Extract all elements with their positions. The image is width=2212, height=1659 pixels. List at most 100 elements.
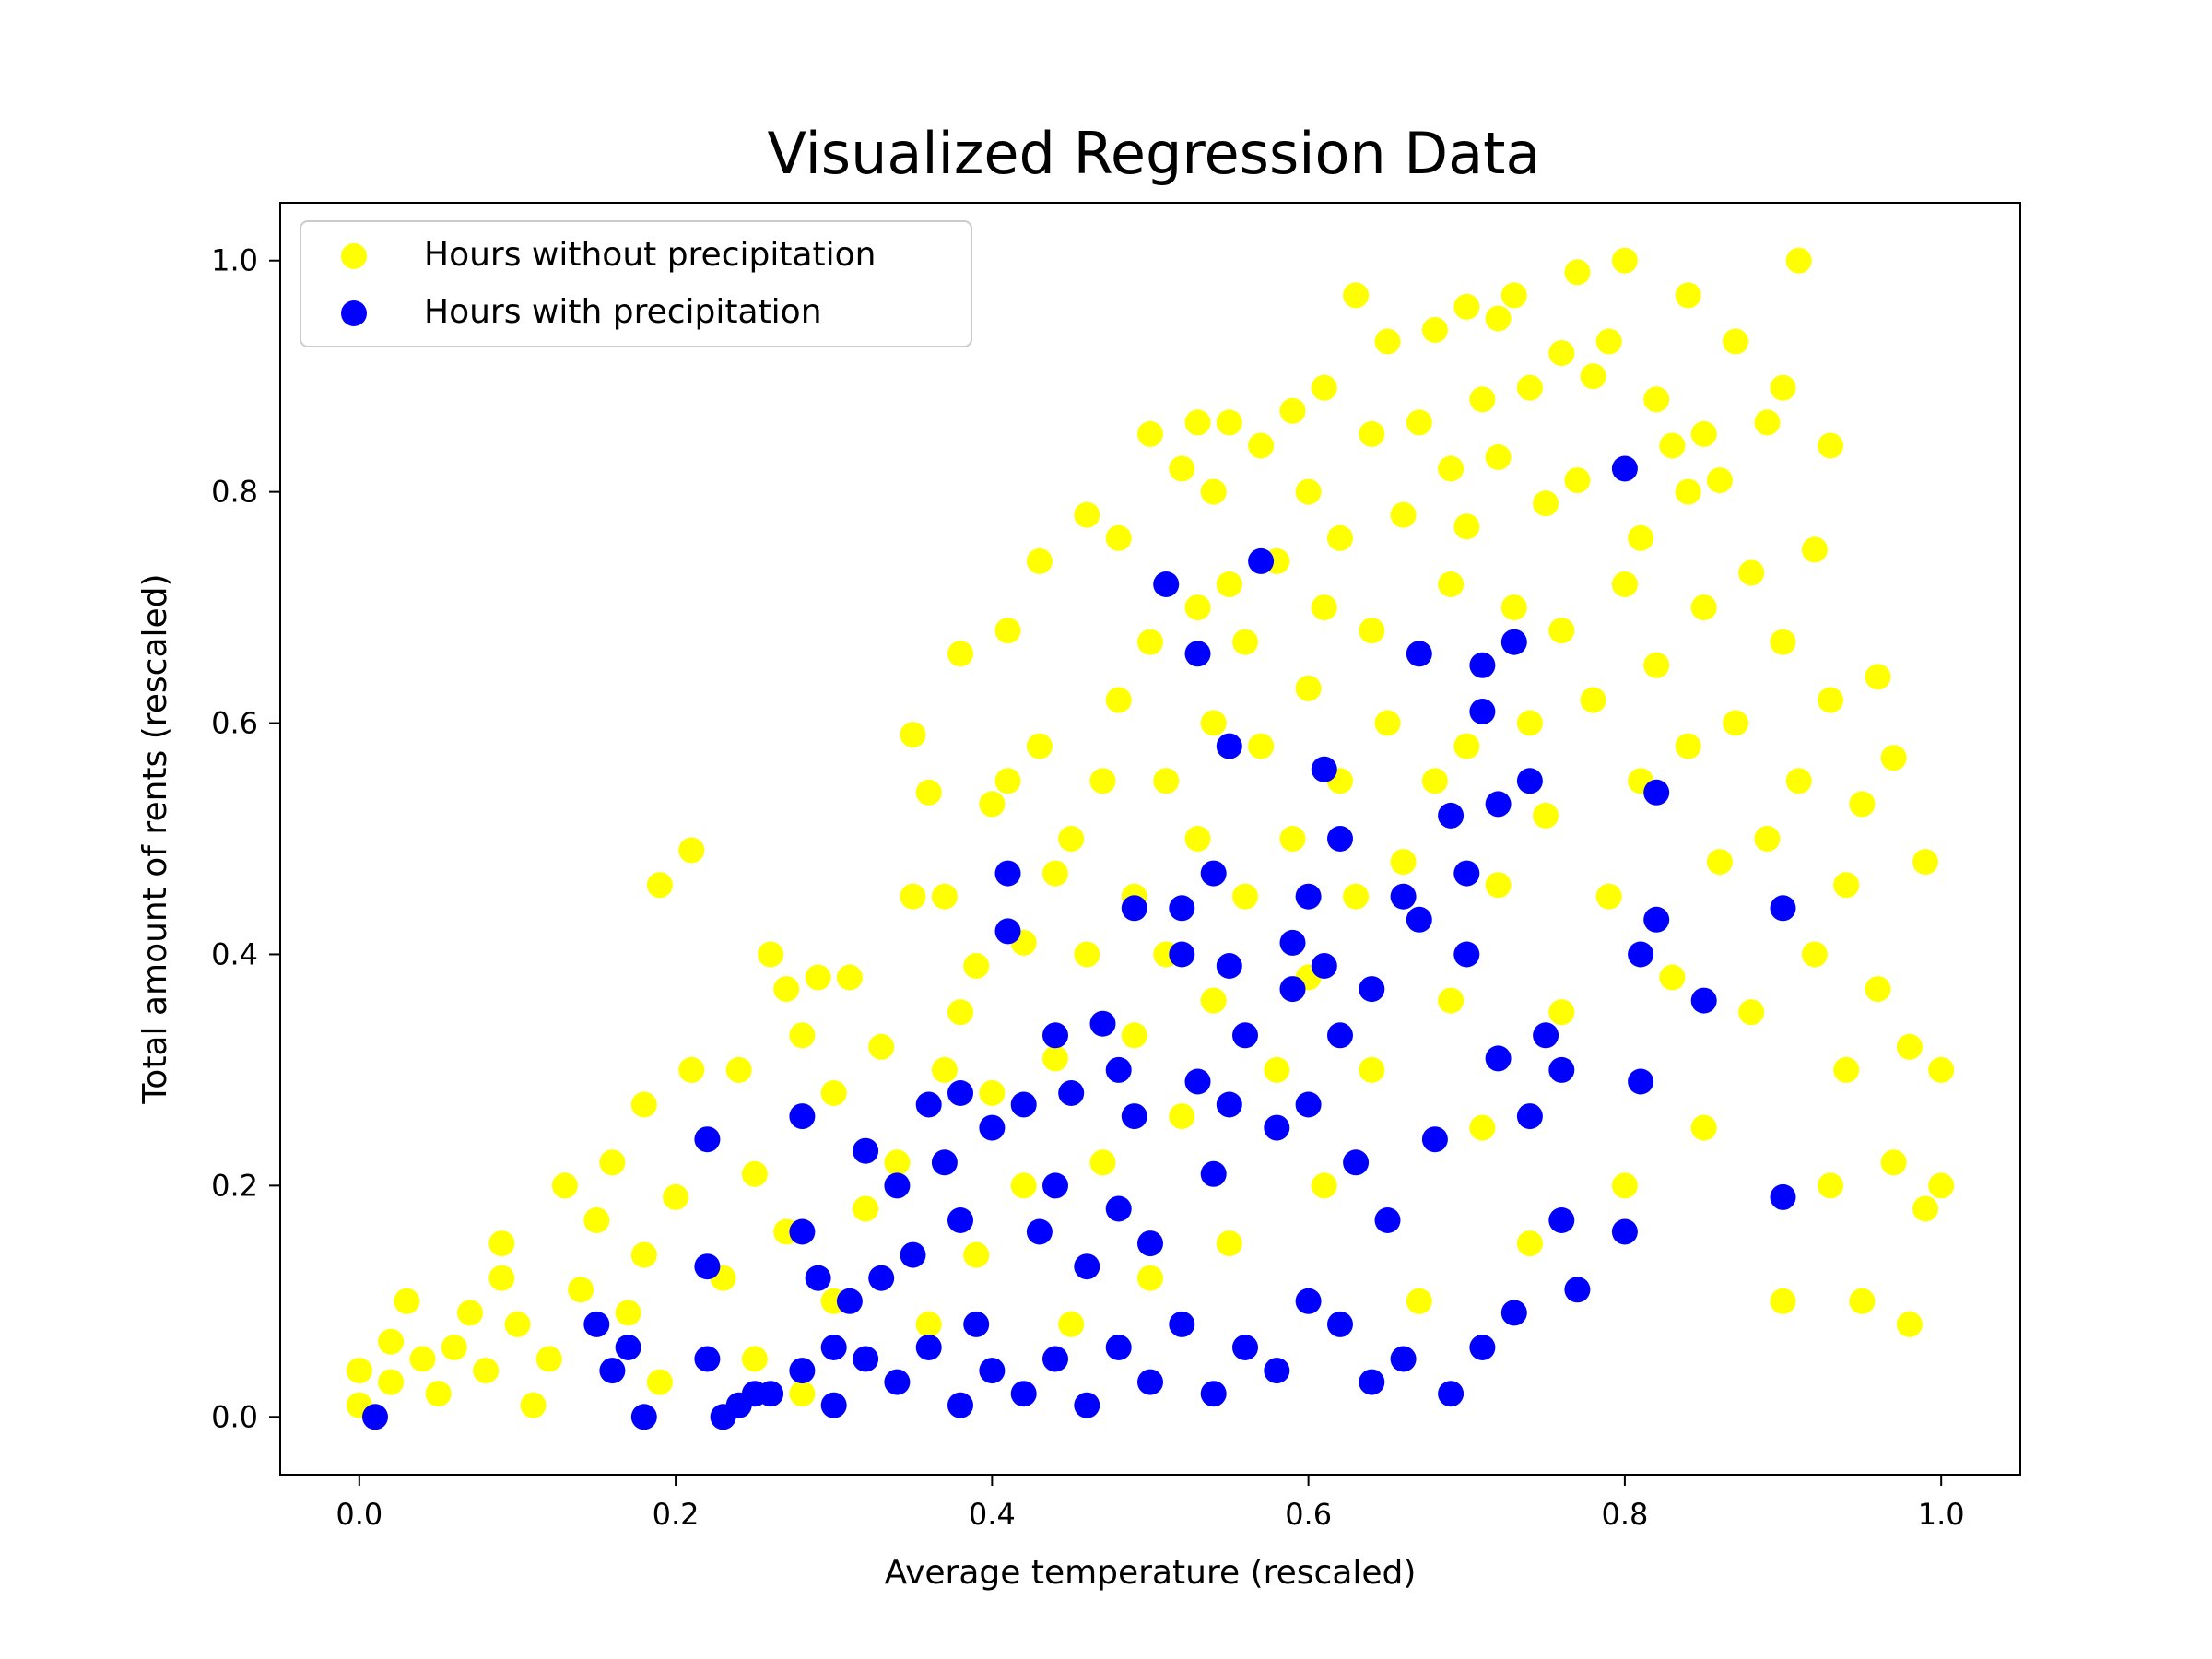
data-point	[1264, 1358, 1290, 1384]
data-point	[1248, 733, 1275, 759]
data-point	[1659, 964, 1686, 991]
data-point	[1137, 1265, 1163, 1291]
data-point	[1184, 409, 1211, 436]
data-point	[805, 964, 831, 991]
data-point	[1548, 1056, 1575, 1083]
data-point	[1295, 1288, 1322, 1314]
data-point	[1311, 756, 1337, 782]
data-point	[979, 791, 1006, 818]
data-point	[1690, 420, 1717, 447]
data-point	[1690, 1114, 1717, 1141]
data-point	[425, 1381, 452, 1407]
data-point	[1042, 860, 1068, 887]
data-point	[1042, 1346, 1068, 1372]
data-point	[1453, 941, 1480, 968]
x-axis-label: Average temperature (rescaled)	[885, 1554, 1417, 1592]
data-point	[1121, 1022, 1147, 1049]
data-point	[1216, 409, 1242, 436]
data-point	[900, 1241, 926, 1268]
data-point	[1469, 386, 1496, 413]
x-axis-ticks: 0.0 0.2 0.4 0.6 0.8 1.0	[335, 1475, 1965, 1532]
data-point	[1849, 791, 1876, 818]
data-point	[900, 883, 926, 910]
data-point	[1010, 1381, 1037, 1407]
data-point	[789, 1381, 816, 1407]
data-point	[1359, 618, 1385, 644]
data-point	[1754, 409, 1781, 436]
data-point	[725, 1056, 752, 1083]
x-tick-label: 0.8	[1601, 1497, 1648, 1532]
data-point	[1928, 1056, 1955, 1083]
data-point	[1896, 1033, 1923, 1060]
data-point	[1026, 733, 1053, 759]
data-point	[1390, 849, 1417, 876]
data-point	[1406, 409, 1432, 436]
data-point	[535, 1346, 562, 1372]
data-point	[1184, 594, 1211, 621]
data-point	[1880, 745, 1907, 771]
data-point	[1264, 1056, 1290, 1083]
data-point	[994, 768, 1021, 794]
data-point	[1738, 559, 1765, 586]
data-point	[1010, 1091, 1037, 1118]
data-point	[1105, 1056, 1132, 1083]
data-point	[1390, 883, 1417, 910]
data-point	[1216, 1091, 1242, 1118]
data-point	[1105, 687, 1132, 713]
data-point	[1533, 802, 1559, 829]
data-point	[947, 1207, 973, 1233]
data-point	[1327, 1311, 1353, 1337]
data-point	[853, 1346, 879, 1372]
series-1	[362, 455, 1796, 1430]
data-point	[1818, 432, 1843, 459]
data-point	[1374, 710, 1401, 736]
data-point	[1089, 1010, 1116, 1037]
data-point	[725, 1392, 752, 1418]
data-point	[1928, 1172, 1955, 1199]
data-point	[1801, 941, 1828, 968]
data-point	[1849, 1288, 1876, 1314]
data-point	[1438, 455, 1465, 482]
data-point	[1770, 374, 1796, 401]
data-point	[758, 1381, 784, 1407]
data-point	[1485, 1045, 1512, 1072]
data-point	[1643, 779, 1670, 806]
data-point	[1279, 397, 1306, 424]
data-point	[1500, 629, 1527, 655]
data-point	[346, 1358, 372, 1384]
data-point	[1500, 1300, 1527, 1326]
data-point	[1042, 1045, 1068, 1072]
data-point	[1595, 883, 1622, 910]
data-point	[1770, 1288, 1796, 1314]
y-tick-label: 0.6	[211, 706, 258, 741]
data-point	[931, 1149, 958, 1176]
data-point	[1074, 941, 1100, 968]
data-point	[1628, 941, 1654, 968]
data-point	[1723, 710, 1749, 736]
data-point	[1105, 1195, 1132, 1222]
data-point	[1880, 1149, 1907, 1176]
data-point	[599, 1358, 626, 1384]
y-tick-label: 0.8	[211, 475, 258, 510]
data-point	[1042, 1022, 1068, 1049]
data-point	[1438, 802, 1465, 829]
y-tick-label: 0.0	[211, 1399, 258, 1434]
data-point	[1216, 571, 1242, 597]
data-point	[663, 1183, 689, 1210]
data-point	[1770, 895, 1796, 922]
data-point	[1533, 1022, 1559, 1049]
data-point	[1611, 1172, 1638, 1199]
data-point	[947, 1392, 973, 1418]
data-point	[1200, 710, 1227, 736]
data-point	[853, 1195, 879, 1222]
legend: Hours without precipitation Hours with p…	[300, 220, 972, 347]
data-point	[1516, 374, 1543, 401]
data-point	[1675, 478, 1701, 505]
legend-label-no-precipitation: Hours without precipitation	[424, 236, 876, 274]
data-point	[1533, 490, 1559, 517]
data-point	[1738, 999, 1765, 1026]
data-point	[836, 964, 863, 991]
data-point	[1438, 571, 1465, 597]
data-point	[599, 1149, 626, 1176]
data-point	[1026, 1218, 1053, 1245]
